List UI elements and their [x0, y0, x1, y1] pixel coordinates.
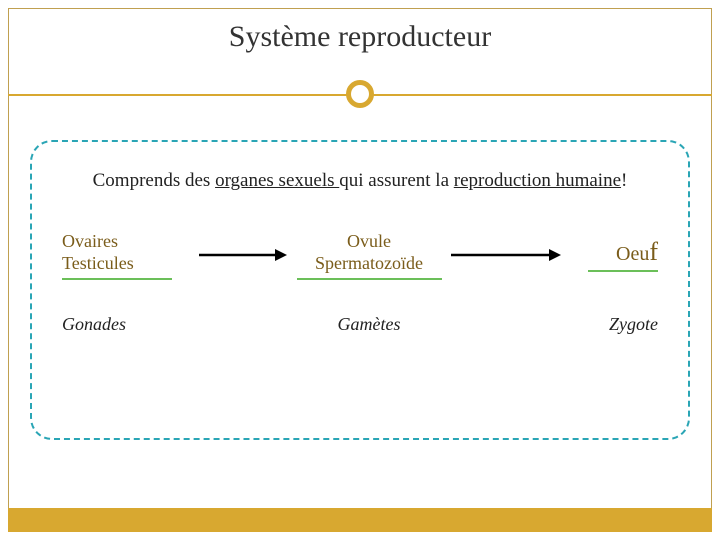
term-ovaires: Ovaires	[62, 230, 192, 253]
content-box: Comprends des organes sexuels qui assure…	[30, 140, 690, 440]
category-zygote: Zygote	[568, 314, 658, 335]
intro-mid: qui assurent la	[339, 170, 454, 191]
arrow-icon	[199, 247, 287, 263]
bottom-accent-bar	[8, 508, 712, 532]
oeuf-big: f	[649, 237, 658, 266]
intro-pre: Comprends des	[93, 170, 215, 191]
term-spermatozoide: Spermatozoïde	[294, 252, 444, 275]
column-zygote: Oeuf	[568, 237, 658, 272]
intro-post: !	[621, 170, 627, 191]
oeuf-pre: Oeu	[616, 243, 649, 265]
column-gametes: Ovule Spermatozoïde	[294, 230, 444, 280]
underline-col1	[62, 278, 172, 280]
intro-underlined-2: reproduction humaine	[454, 170, 621, 191]
column-gonades: Ovaires Testicules	[62, 230, 192, 280]
term-oeuf: Oeuf	[568, 237, 658, 267]
underline-col2	[297, 278, 442, 280]
categories-row: Gonades Gamètes Zygote	[62, 288, 658, 335]
category-gametes: Gamètes	[294, 314, 444, 335]
arrow-icon	[451, 247, 561, 263]
terms-row: Ovaires Testicules Ovule Spermatozoïde O…	[62, 230, 658, 280]
intro-text: Comprends des organes sexuels qui assure…	[62, 168, 658, 194]
slide-title: Système reproducteur	[0, 20, 720, 54]
divider-circle-ornament	[346, 80, 374, 108]
term-ovule: Ovule	[294, 230, 444, 253]
category-gonades: Gonades	[62, 314, 192, 335]
term-testicules: Testicules	[62, 252, 192, 275]
intro-underlined-1: organes sexuels	[215, 170, 339, 191]
underline-col3	[588, 270, 658, 272]
